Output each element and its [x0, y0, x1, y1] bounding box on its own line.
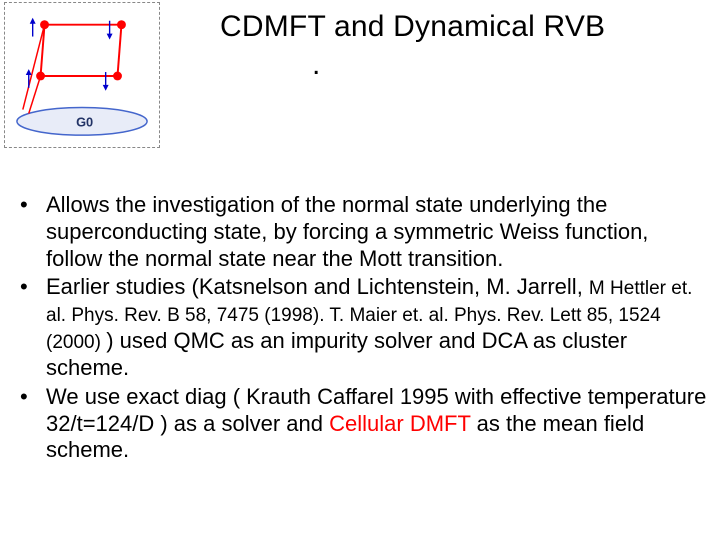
- bullet-text: Allows the investigation of the normal s…: [46, 192, 648, 271]
- bullet-item: Earlier studies (Katsnelson and Lichtens…: [14, 274, 710, 381]
- bullet-text: Earlier studies (Katsnelson and Lichtens…: [46, 274, 589, 299]
- bullet-item: Allows the investigation of the normal s…: [14, 192, 710, 272]
- bullet-list: Allows the investigation of the normal s…: [14, 192, 710, 466]
- red-emphasis: Cellular DMFT: [329, 411, 470, 436]
- title-dot: .: [312, 48, 320, 82]
- slide-title: CDMFT and Dynamical RVB: [220, 10, 605, 44]
- cluster-diagram: G0: [4, 2, 160, 148]
- bullet-item: We use exact diag ( Krauth Caffarel 1995…: [14, 384, 710, 464]
- bath-label: G0: [76, 114, 93, 129]
- cluster-nodes: [36, 20, 126, 80]
- bullet-text: ) used QMC as an impurity solver and DCA…: [46, 328, 627, 380]
